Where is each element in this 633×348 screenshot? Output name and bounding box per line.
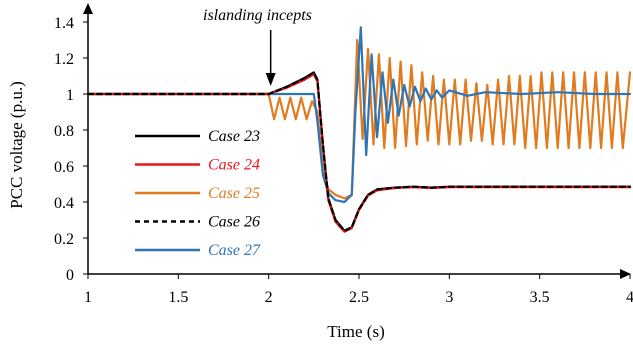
series-line-case-26 [86,71,632,232]
legend-label: Case 24 [208,157,260,174]
y-tick-label: 0 [66,267,74,284]
y-tick-label: 1 [66,87,74,104]
x-tick-label: 4 [626,289,633,306]
y-tick-label: 0.4 [54,195,74,212]
y-tick-label: 1.2 [54,51,74,68]
y-tick-labels: 0 0.2 0.4 0.6 0.8 1 1.2 1.4 [54,15,88,284]
x-axis-title: Time (s) [327,322,384,341]
annotation: islanding incepts [203,7,312,86]
y-tick-label: 0.2 [54,231,74,248]
series-layer [86,26,632,233]
x-tick-labels: 1 1.5 2 2.5 3 3.5 4 [84,274,633,306]
y-tick-label: 1.4 [54,15,74,32]
x-tick-label: 2 [265,289,273,306]
series-line-case-27 [86,26,632,204]
annotation-arrow-head [265,73,276,86]
y-tick-label: 0.8 [54,123,74,140]
x-axis-arrow [620,269,631,279]
x-tick-label: 3.5 [530,289,550,306]
series-line-case-23 [86,71,632,232]
y-tick-label: 0.6 [54,159,74,176]
annotation-text: islanding incepts [203,7,312,24]
legend-label: Case 25 [208,185,260,202]
x-tick-label: 1 [84,289,92,306]
x-tick-label: 3 [445,289,453,306]
legend: Case 23 Case 24 Case 25 Case 26 Case 27 [135,128,261,259]
legend-label: Case 26 [208,214,260,231]
y-axis-title: PCC voltage (p.u.) [7,81,26,209]
legend-label: Case 27 [208,242,261,259]
axes [83,3,631,279]
legend-label: Case 23 [208,128,260,145]
x-tick-label: 2.5 [349,289,369,306]
y-axis-arrow [83,3,93,14]
x-tick-label: 1.5 [168,289,188,306]
